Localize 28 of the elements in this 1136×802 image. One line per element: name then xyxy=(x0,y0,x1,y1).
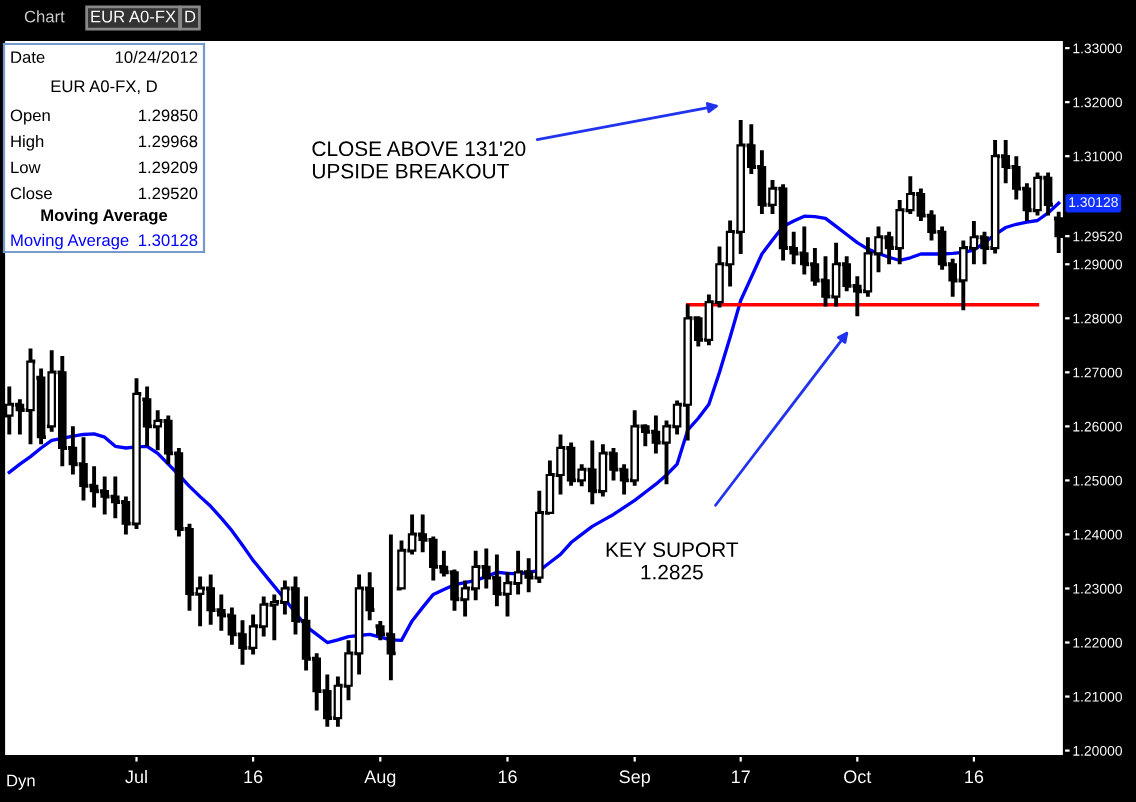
annotation: 1.29850 xyxy=(139,109,198,122)
annotation: CLOSE ABOVE 131'20 UPSIDE BREAKOUT xyxy=(312,141,526,179)
x-tick-label: Jul xyxy=(125,769,147,784)
annotation: Low xyxy=(11,161,41,174)
annotation: EUR A0-FX, D xyxy=(51,80,157,95)
annotation: Date xyxy=(11,51,45,64)
x-tick-label: 16 xyxy=(244,770,263,784)
x-tick-label: 16 xyxy=(965,770,984,784)
text: Dyn xyxy=(7,774,35,790)
text: EUR A0-FX xyxy=(91,10,176,23)
annotation: Close xyxy=(10,187,52,200)
annotation: 1.30128 xyxy=(139,234,198,247)
x-tick-label: 17 xyxy=(732,770,750,783)
x-tick-label: 16 xyxy=(498,770,517,784)
annotation: 1.29968 xyxy=(139,135,198,148)
annotation: KEY SUPORT 1.2825 xyxy=(606,542,739,580)
x-tick-label: Oct xyxy=(844,770,872,784)
annotation: 1.29520 xyxy=(139,187,198,200)
annotation: 10/24/2012 xyxy=(115,50,198,64)
text: Chart xyxy=(24,10,65,23)
x-tick-label: Aug xyxy=(364,770,396,787)
annotation: Moving Average xyxy=(41,208,168,225)
text: Moving Average xyxy=(11,233,129,250)
x-tick-label: Sep xyxy=(619,770,651,787)
annotation: Open xyxy=(10,109,50,125)
text: D xyxy=(185,10,196,23)
annotation: 1.29209 xyxy=(139,161,198,174)
annotation: High xyxy=(11,135,44,151)
